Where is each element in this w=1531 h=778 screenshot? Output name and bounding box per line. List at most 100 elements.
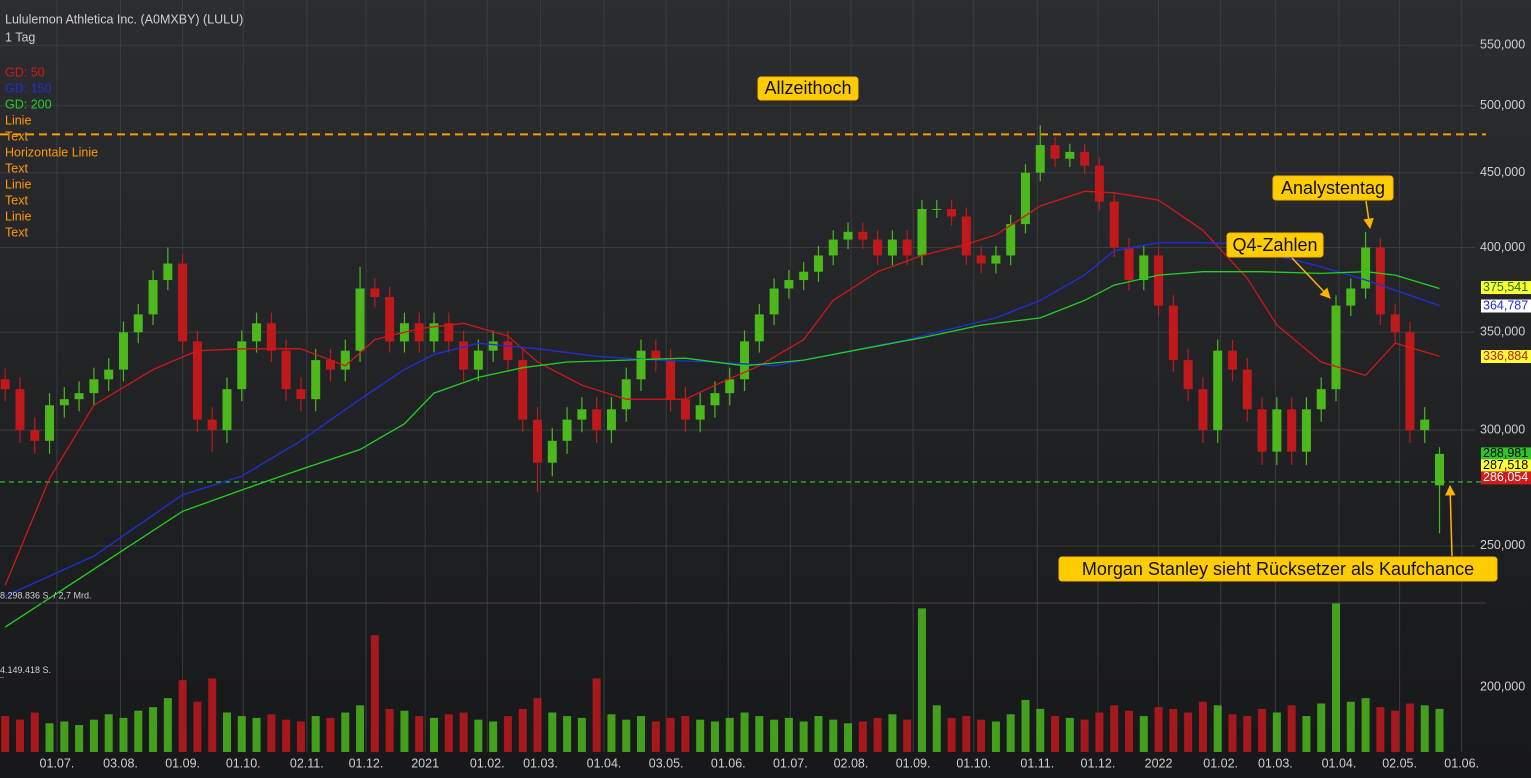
chart-subtitle: 1 Tag [5,30,35,44]
x-tick-label: 01.09. [165,756,200,770]
volume-bar [1420,705,1429,752]
volume-bar [1036,708,1045,752]
volume-bar [681,716,690,752]
volume-bar [518,708,527,752]
x-tick-label: 01.12. [349,756,384,770]
annotation-box [1226,232,1324,258]
volume-bar [193,701,202,752]
candle-body [621,379,631,410]
candle-body [192,341,202,420]
volume-bar [1139,716,1148,752]
x-tick-label: 01.09. [896,756,931,770]
candle-body [547,440,557,463]
legend-tool: Linie [5,177,31,191]
candle-body [799,271,809,281]
moving-average [4,271,1440,628]
candle-body [725,379,735,394]
volume-bar [415,716,424,752]
candle-body [488,341,498,351]
volume-bar [1405,703,1414,752]
candle-body [473,350,483,370]
candle-body [1109,201,1119,248]
y-tick-label: 300,000 [1480,422,1525,436]
volume-bar [814,716,823,752]
volume-bar [178,680,187,752]
candle-body [1301,409,1311,452]
candle-body [370,288,380,297]
x-tick-label: 02.11. [290,756,324,770]
candle-body [1361,247,1371,289]
volume-axis-label: 200,000 [1480,679,1525,693]
volume-bar [592,678,601,752]
volume-bar [252,717,261,752]
candle-body [680,399,690,420]
volume-bar [637,716,646,752]
annotation-arrow [1363,200,1374,230]
volume-bar [1154,707,1163,752]
x-tick-label: 01.02. [470,756,505,770]
volume-bar [548,712,557,752]
y-tick-label: 250,000 [1480,538,1525,552]
candle-body [887,239,897,256]
volume-bar [1332,602,1341,752]
volume-bar [385,708,394,752]
candle-body [577,409,587,420]
last-value-box [1481,350,1531,364]
volume-bar [888,714,897,752]
y-tick-label: 450,000 [1480,165,1525,179]
volume-bar [1124,710,1133,752]
volume-bar [1302,716,1311,752]
volume-bar [607,714,616,752]
candle-body [1065,151,1075,159]
candle-body [1094,165,1104,202]
candle-body [1375,247,1385,315]
legend-tool: Text [5,193,28,207]
candle-body [311,360,321,400]
legend-entry: GD: 50 [5,65,45,79]
last-value-box [1481,447,1531,461]
candle-body [740,341,750,380]
volume-bar [1,716,10,752]
last-value-box [1481,281,1531,295]
volume-bar [1287,705,1296,752]
candle-body [1154,255,1164,306]
candle-body [961,216,971,256]
volume-bar [755,716,764,752]
candle-body [562,419,572,441]
candle-body [1316,389,1326,410]
volume-bar [1184,712,1193,752]
volume-bar [75,725,84,752]
moving-average [4,190,1440,586]
volume-bar [991,721,1000,752]
candle-body [237,341,247,390]
candle-body [385,296,395,342]
volume-bar [119,717,128,752]
x-tick-label: 03.05. [649,756,684,770]
candle-body [1287,409,1297,452]
x-tick-label: 01.03. [1258,756,1293,770]
candle-body [666,360,676,400]
candle-body [222,389,232,431]
candle-body [104,369,114,380]
candle-body [459,341,469,370]
candle-body [858,231,868,240]
candle-body [813,255,823,272]
candle-body [1257,409,1267,452]
volume-bar [784,717,793,752]
candle-body [1331,305,1341,390]
annotation-box [1272,175,1394,201]
volume-bar [503,716,512,752]
candle-body [695,405,705,420]
last-value-box [1481,471,1531,485]
candle-body [1080,151,1090,166]
candle-body [1420,419,1430,431]
x-tick-label: 01.12. [1081,756,1116,770]
candle-body [266,323,276,351]
candle-body [636,350,646,380]
volume-bar [89,719,98,752]
x-tick-label: 01.04. [587,756,622,770]
legend-tool: Text [5,129,28,143]
annotation: Morgan Stanley sieht Rücksetzer als Kauf… [1058,484,1498,582]
candle-body [133,314,143,333]
